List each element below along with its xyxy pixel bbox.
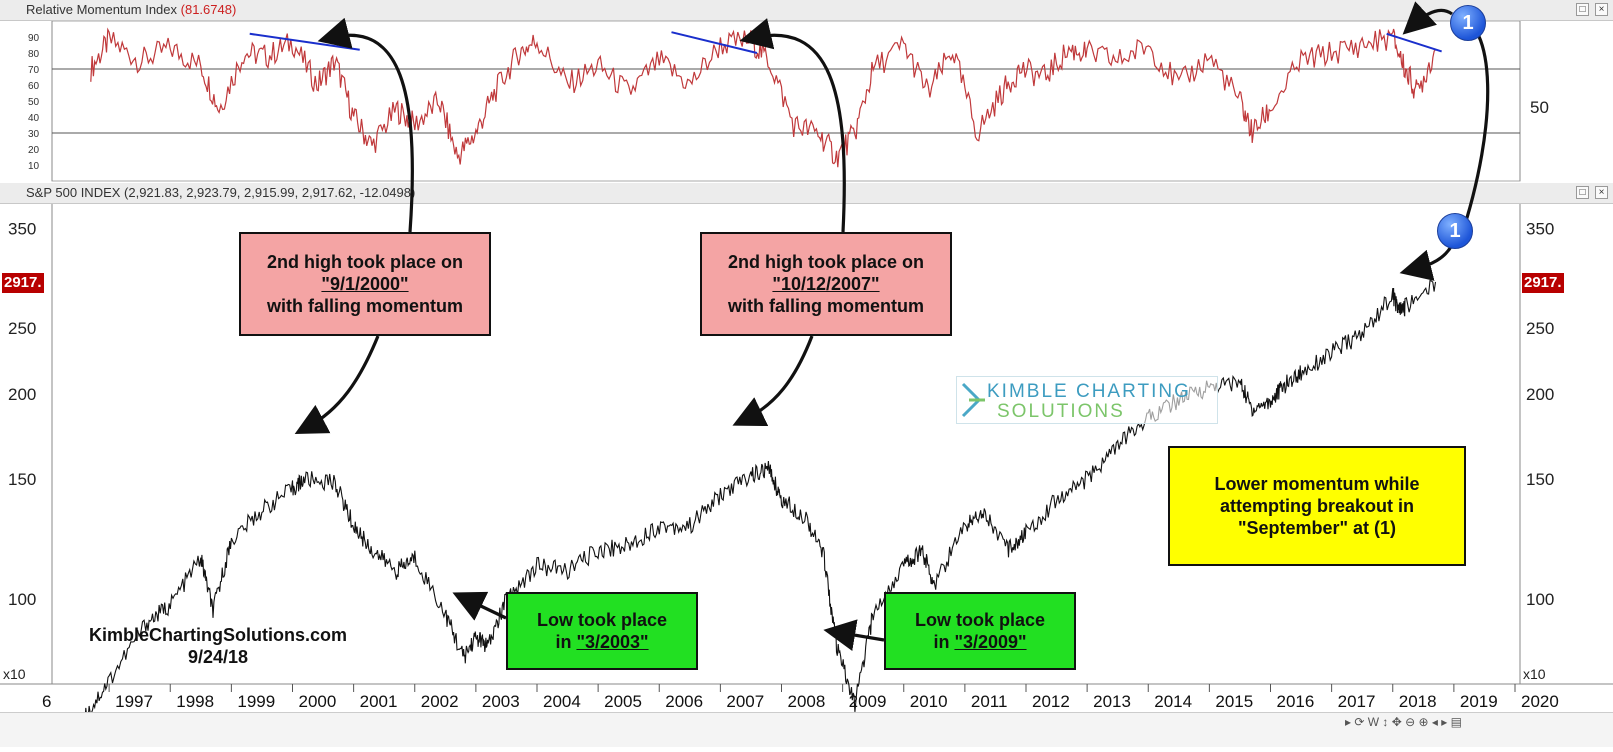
- credit-date: 9/24/18: [187, 647, 249, 667]
- x-tick-label: 6: [42, 692, 51, 711]
- rmi-chart: 90 80 70 60 50 40 30 20 10 50: [28, 21, 1549, 182]
- price-tag-left: 2917.: [2, 273, 44, 293]
- x-tick-label: 2011: [971, 692, 1008, 711]
- x-tick-label: 2010: [910, 692, 948, 711]
- x-tick-label: 2019: [1460, 692, 1498, 711]
- x-tick-label: 2004: [543, 692, 581, 711]
- x-tick-label: 2001: [360, 692, 398, 711]
- spx-y-tick-label-right: 150: [1526, 470, 1554, 489]
- rmi-current-value: (81.6748): [180, 2, 237, 17]
- x-tick-label: 2017: [1338, 692, 1376, 711]
- x10-label-right: x10: [1523, 666, 1546, 682]
- x-tick-label: 1998: [176, 692, 214, 711]
- rmi-y-tick-label: 10: [28, 161, 40, 172]
- rmi-y-tick-label: 90: [28, 33, 40, 44]
- rmi-right-label: 50: [1530, 98, 1549, 117]
- spx-y-tick-label-right: 200: [1526, 385, 1554, 404]
- x-tick-label: 2000: [299, 692, 337, 711]
- kimble-logo-text-1: KIMBLE CHARTING: [987, 381, 1191, 402]
- spx-y-tick-label-right: 100: [1526, 590, 1554, 609]
- x-tick-label: 1997: [115, 692, 153, 711]
- x-tick-label: 2003: [482, 692, 520, 711]
- spx-y-tick-label-right: 250: [1526, 319, 1554, 338]
- x-tick-label: 2016: [1277, 692, 1315, 711]
- rmi-y-tick-label: 70: [28, 65, 40, 76]
- x-tick-label: 2013: [1093, 692, 1131, 711]
- marker-1-rmi: 1: [1450, 5, 1486, 41]
- kimble-logo-icon: [961, 382, 985, 418]
- spx-panel-title: S&P 500 INDEX (2,921.83, 2,923.79, 2,915…: [26, 185, 416, 200]
- callout-momentum-note: Lower momentum while attempting breakout…: [1168, 446, 1466, 566]
- rmi-y-tick-label: 30: [28, 129, 40, 140]
- spx-y-tick-label-left: 350: [8, 219, 36, 238]
- kimble-logo: KIMBLE CHARTING SOLUTIONS: [956, 376, 1218, 424]
- credit-block: KimbleChartingSolutions.com 9/24/18: [68, 624, 368, 668]
- spx-y-tick-label-left: 250: [8, 319, 36, 338]
- rmi-trendline: [671, 31, 758, 54]
- spx-panel-header: S&P 500 INDEX (2,921.83, 2,923.79, 2,915…: [0, 183, 1613, 204]
- rmi-panel-title: Relative Momentum Index (81.6748): [26, 2, 237, 17]
- x-tick-label: 2014: [1154, 692, 1192, 711]
- close-icon[interactable]: ×: [1595, 3, 1608, 16]
- rmi-y-tick-label: 50: [28, 97, 40, 108]
- marker-1-price: 1: [1437, 213, 1473, 249]
- spx-y-tick-label-right: 350: [1526, 219, 1554, 238]
- spx-y-tick-label-left: 200: [8, 385, 36, 404]
- rmi-y-tick-label: 40: [28, 113, 40, 124]
- x-tick-label: 1999: [237, 692, 275, 711]
- price-tag-right: 2917.: [1522, 273, 1564, 293]
- x-tick-label: 2018: [1399, 692, 1437, 711]
- spx-series-line: [85, 279, 1437, 712]
- callout-high-2000: 2nd high took place on "9/1/2000" with f…: [239, 232, 491, 336]
- bottom-toolbar: ▸ ⟳ W ↕ ✥ ⊖ ⊕ ◂ ▸ ▤: [0, 712, 1613, 747]
- kimble-logo-text-2: SOLUTIONS: [997, 401, 1125, 422]
- x-tick-label: 2008: [788, 692, 826, 711]
- close-icon[interactable]: ×: [1595, 186, 1608, 199]
- credit-site: KimbleChartingSolutions.com: [88, 625, 347, 645]
- callout-low-2003: Low took place in "3/2003": [506, 592, 698, 670]
- x-tick-label: 2006: [665, 692, 703, 711]
- x-tick-label: 2009: [849, 692, 887, 711]
- spx-y-tick-label-left: 150: [8, 470, 36, 489]
- rmi-y-tick-label: 60: [28, 81, 40, 92]
- callout-low-2009: Low took place in "3/2009": [884, 592, 1076, 670]
- x-tick-label: 2015: [1215, 692, 1253, 711]
- rmi-y-tick-label: 20: [28, 145, 40, 156]
- x-tick-label: 2020: [1521, 692, 1559, 711]
- x10-label-left: x10: [3, 666, 26, 682]
- x-tick-label: 2007: [726, 692, 764, 711]
- maximize-icon[interactable]: □: [1576, 186, 1589, 199]
- rmi-trendline: [1386, 32, 1442, 53]
- toolbar-scroll-icon[interactable]: ▸ ⟳ W ↕ ✥ ⊖ ⊕ ◂ ▸ ▤: [1345, 715, 1462, 729]
- spx-y-tick-label-left: 100: [8, 590, 36, 609]
- rmi-panel-header: Relative Momentum Index (81.6748) □ ×: [0, 0, 1613, 21]
- x-tick-label: 2005: [604, 692, 642, 711]
- x-tick-label: 2002: [421, 692, 459, 711]
- rmi-y-tick-label: 80: [28, 49, 40, 60]
- callout-high-2007: 2nd high took place on "10/12/2007" with…: [700, 232, 952, 336]
- x-tick-label: 2012: [1032, 692, 1070, 711]
- maximize-icon[interactable]: □: [1576, 3, 1589, 16]
